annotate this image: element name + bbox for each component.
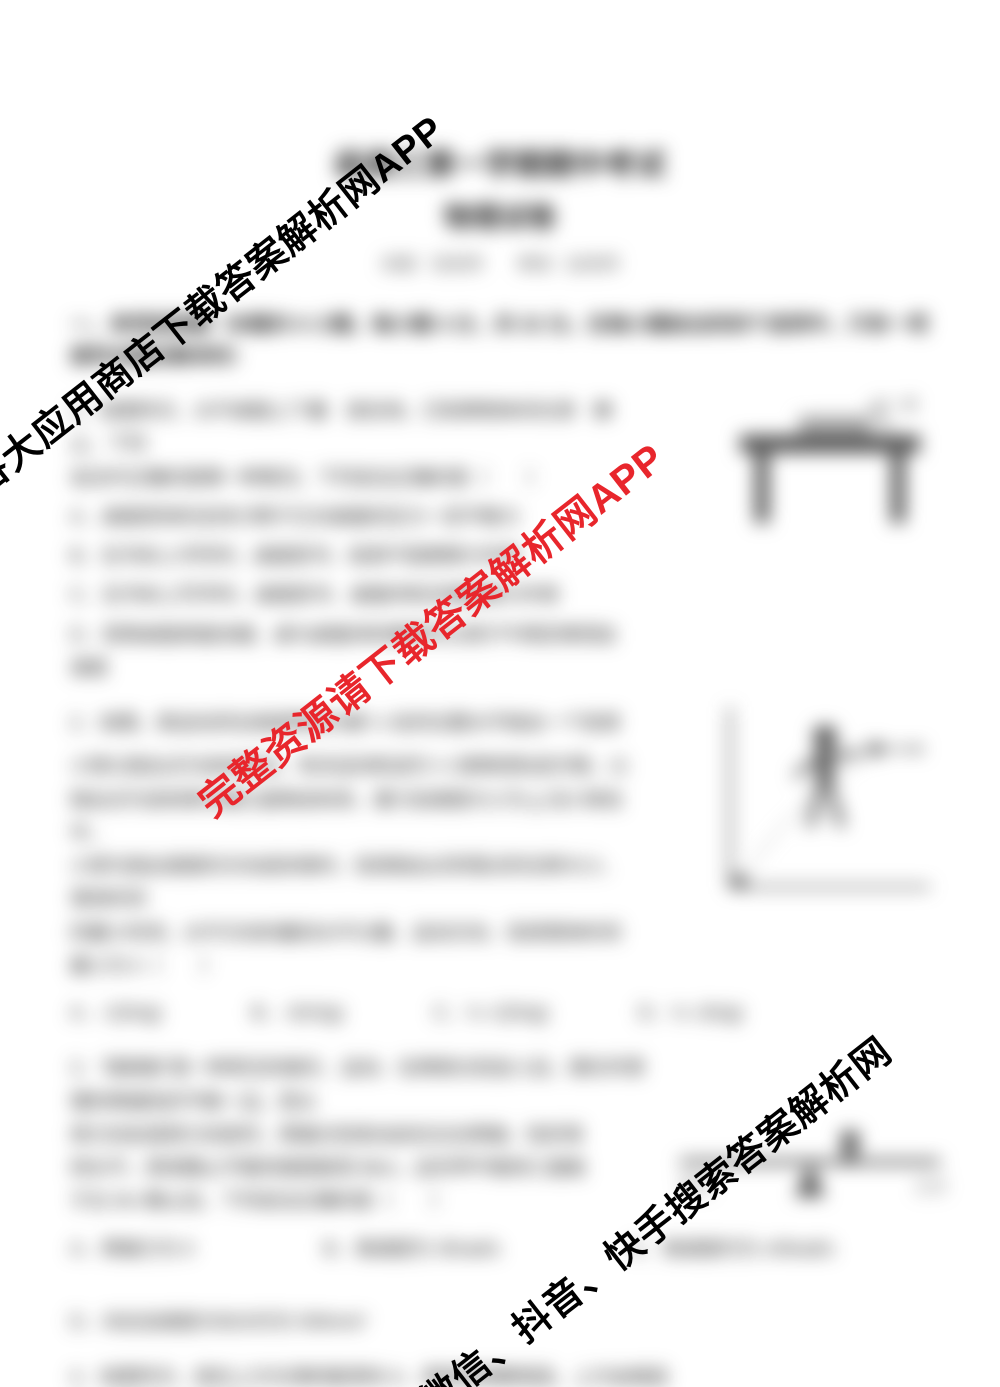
q3-l4: 于左 6m 静止后，下列说法正确的是（ ） [70,1185,650,1218]
title-main: 级高三第一学期期中考试 [70,140,930,184]
byline: 命题：张老师 审核：赵老师 [70,250,930,275]
section-label: 一、单项选择题（本题共 8 小题，每小题 4 分，共 32 分。在每小题给出的四… [70,309,930,373]
q1-options: A．桌面受到的支持力等于它对桌面的压力一定平衡力 B．在书本上书写时，桌面受书、… [70,501,630,685]
q1-opt-d: D．若再桌面表面涂蜡、桌与桌面间的摩擦可以用于牛顿定律测加速度 [70,619,630,686]
q4-l1: 4．如图所示，放在上方光滑斜面滑块 A、用轻质弹簧相连，上方由绳连于、弹性绳 a… [70,1361,670,1387]
q2-l2: 小球以抛出点为坐标原点，有关运动轨迹为 ½ 抛物线轨迹方程，以 [70,750,630,783]
exam-content-blurred: 级高三第一学期期中考试 物理试卷 命题：张老师 审核：赵老师 一、单项选择题（本… [0,0,1000,1387]
q3-options: A．两端力为 0 B．角速度为 30rad/s C．角速度约为 π/8rad/s… [70,1233,930,1340]
q3-opt-c: C．角速度约为 π/8rad/s [630,1233,834,1266]
title-sub: 物理试卷 [70,196,930,236]
q2-l4: 小球与抛出速度的方向成夹角时，铅球抛出点到落点的位移大小、落地时间 [70,850,630,917]
q3-l2: 用力向后或用力向前时，两端分别各站坐在左右两端，恰好保 [70,1119,650,1152]
q3-l3: 持水平，原来静止平衡的跷跷板现 8km，此时甲平衡持三面板 [70,1152,650,1185]
q1-stem: 1．如图所示，水平桌面上下叠 放在地，已知两物体间光滑 静止，下列 [70,395,630,462]
figure-person-throw-icon [720,697,940,897]
q2-l5: 的最小时间，水平方向的最初水平分量、运动方向、铅球落地时间 [70,917,630,950]
q1-opt-b: B．在书本上书写时，桌面受书、纸表不是摩擦力作用 [70,540,630,573]
q1-more: 说法中正确的是哪一种情况，下列说法正确的是（ ） [70,462,630,495]
figure-seesaw-icon: 甲方 乙方 [660,1102,960,1222]
figure-table-icon: 动，静 [720,395,940,535]
q1-opt-c: C．在书本上写字时，桌面受书、桌面间有互相摩擦力作用 [70,579,630,612]
q2-l6: 最小为 h（ ） [70,950,630,983]
q2-opt-b: B．√(h/2g) [252,997,344,1030]
q2-opt-c: C．½·√(2h/g) [434,997,549,1030]
question-1: 1．如图所示，水平桌面上下叠 放在地，已知两物体间光滑 静止，下列 说法中正确的… [70,395,930,685]
q2-opt-a: A．√(2h/g) [70,997,162,1030]
question-4: 4．如图所示，放在上方光滑斜面滑块 A、用轻质弹簧相连，上方由绳连于、弹性绳 a… [70,1361,930,1387]
q3-opt-b: B．角速度为 30rad/s [324,1233,500,1266]
question-2: 2．如图，某运动员在高度等效为楼 ½ 处的位置水平抛出一个铅球 小球以抛出点为坐… [70,707,930,1030]
q2-l3: 抛出点为坐标原点建立直角坐标系，重力加速度大小为 g 当小球击中， [70,784,630,851]
svg-text:动，静: 动，静 [875,397,917,413]
svg-text:甲方: 甲方 [680,1178,712,1196]
q3-l1: 3．"跷跷板"是一种常见的娱乐、运动、在两侧分别坐人后，靠杠杆原理的两端恰好平衡… [70,1052,650,1119]
q2-l1: 2．如图，某运动员在高度等效为楼 ½ 处的位置水平抛出一个铅球 [70,707,630,740]
q3-opt-d: D．向右加速度方向大约为 500m/s² [70,1306,367,1339]
q2-opt-d: D．½·√(h/g) [638,997,742,1030]
q1-opt-a: A．桌面受到的支持力等于它对桌面的压力一定平衡力 [70,501,630,534]
question-3: 3．"跷跷板"是一种常见的娱乐、运动、在两侧分别坐人后，靠杠杆原理的两端恰好平衡… [70,1052,930,1339]
page-root: 级高三第一学期期中考试 物理试卷 命题：张老师 审核：赵老师 一、单项选择题（本… [0,0,1000,1387]
q3-opt-a: A．两端力为 0 [70,1233,194,1266]
svg-text:乙方: 乙方 [915,1178,947,1196]
q2-options: A．√(2h/g) B．√(h/2g) C．½·√(2h/g) D．½·√(h/… [70,997,930,1030]
